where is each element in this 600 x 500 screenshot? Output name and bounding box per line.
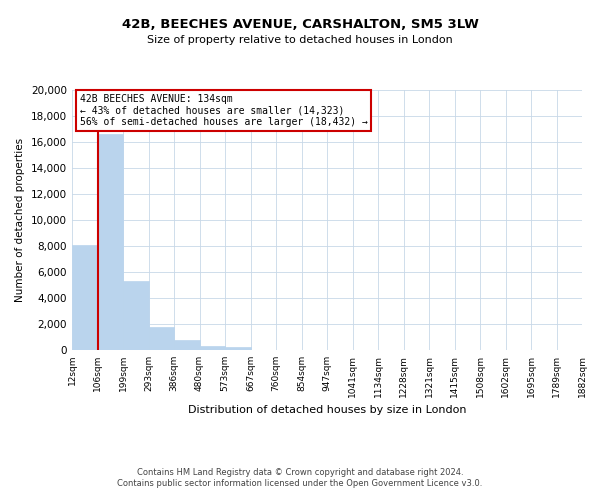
- Bar: [72, 244, 97, 350]
- Bar: [97, 134, 123, 350]
- Text: 42B, BEECHES AVENUE, CARSHALTON, SM5 3LW: 42B, BEECHES AVENUE, CARSHALTON, SM5 3LW: [122, 18, 478, 30]
- Bar: [174, 340, 199, 350]
- Bar: [225, 348, 251, 350]
- Text: Size of property relative to detached houses in London: Size of property relative to detached ho…: [147, 35, 453, 45]
- Bar: [123, 281, 149, 350]
- Text: 42B BEECHES AVENUE: 134sqm
← 43% of detached houses are smaller (14,323)
56% of : 42B BEECHES AVENUE: 134sqm ← 43% of deta…: [80, 94, 368, 127]
- X-axis label: Distribution of detached houses by size in London: Distribution of detached houses by size …: [188, 406, 466, 415]
- Text: Contains HM Land Registry data © Crown copyright and database right 2024.
Contai: Contains HM Land Registry data © Crown c…: [118, 468, 482, 487]
- Bar: [199, 346, 225, 350]
- Y-axis label: Number of detached properties: Number of detached properties: [16, 138, 25, 302]
- Bar: [149, 326, 174, 350]
